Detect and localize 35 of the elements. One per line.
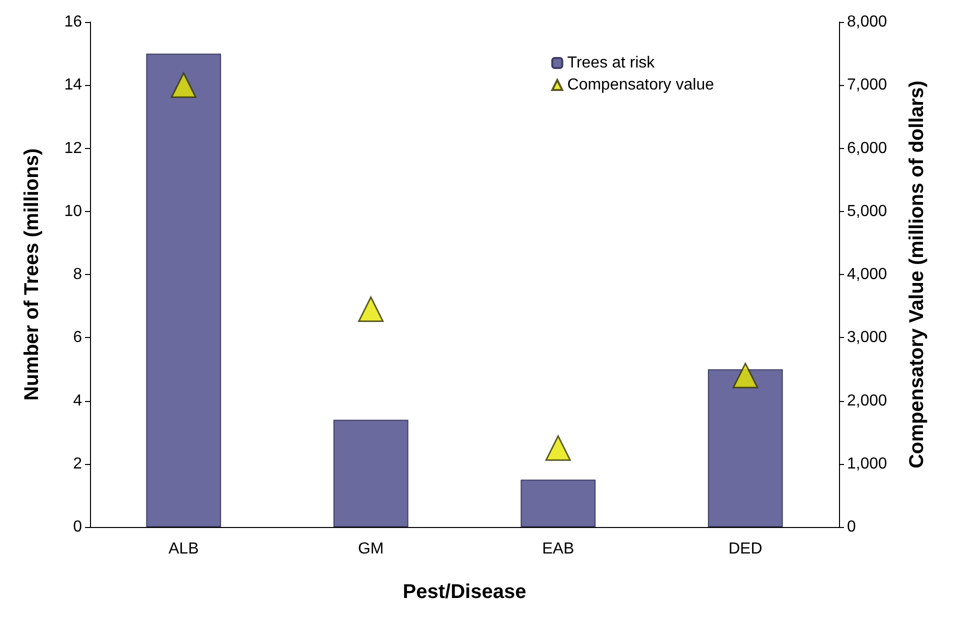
legend-label: Trees at risk xyxy=(567,54,656,72)
y-tick-label: 10 xyxy=(64,202,82,220)
point xyxy=(545,435,571,461)
y-tick-label: 12 xyxy=(64,140,82,157)
y-axis-title: Number of Trees (millions) xyxy=(21,148,43,401)
x-tick-label: DED xyxy=(728,540,762,558)
x-tick-label: GM xyxy=(358,540,384,558)
y-tick-label: 14 xyxy=(64,76,82,94)
y2-tick-label: 0 xyxy=(847,518,856,536)
y-tick-label: 8 xyxy=(73,266,82,283)
y2-tick-label: 4,000 xyxy=(847,266,888,283)
x-tick-label: ALB xyxy=(168,540,199,558)
x-tick-label: EAB xyxy=(542,540,574,558)
bar xyxy=(708,369,783,527)
x-axis-title: Pest/Disease xyxy=(402,581,526,603)
bar xyxy=(520,480,596,527)
point xyxy=(732,362,758,388)
y2-tick-label: 3,000 xyxy=(847,329,888,346)
y2-tick-label: 5,000 xyxy=(847,202,888,220)
y-tick-label: 2 xyxy=(73,455,82,472)
bar xyxy=(333,420,408,527)
y2-tick-label: 7,000 xyxy=(847,76,888,94)
point xyxy=(170,72,196,98)
legend-label: Compensatory value xyxy=(567,76,714,94)
y-tick-label: 6 xyxy=(73,329,82,346)
y2-tick-label: 6,000 xyxy=(847,140,888,157)
y2-tick-label: 2,000 xyxy=(847,392,888,410)
bar xyxy=(146,54,222,527)
y2-tick-label: 8,000 xyxy=(847,14,888,30)
y-tick-label: 16 xyxy=(64,14,82,30)
point xyxy=(358,296,384,322)
y2-axis-title: Compensatory Value (millions of dollars) xyxy=(906,80,928,468)
y-tick-label: 4 xyxy=(73,392,82,410)
y-tick-label: 0 xyxy=(73,518,82,536)
y2-tick-label: 1,000 xyxy=(847,455,888,472)
